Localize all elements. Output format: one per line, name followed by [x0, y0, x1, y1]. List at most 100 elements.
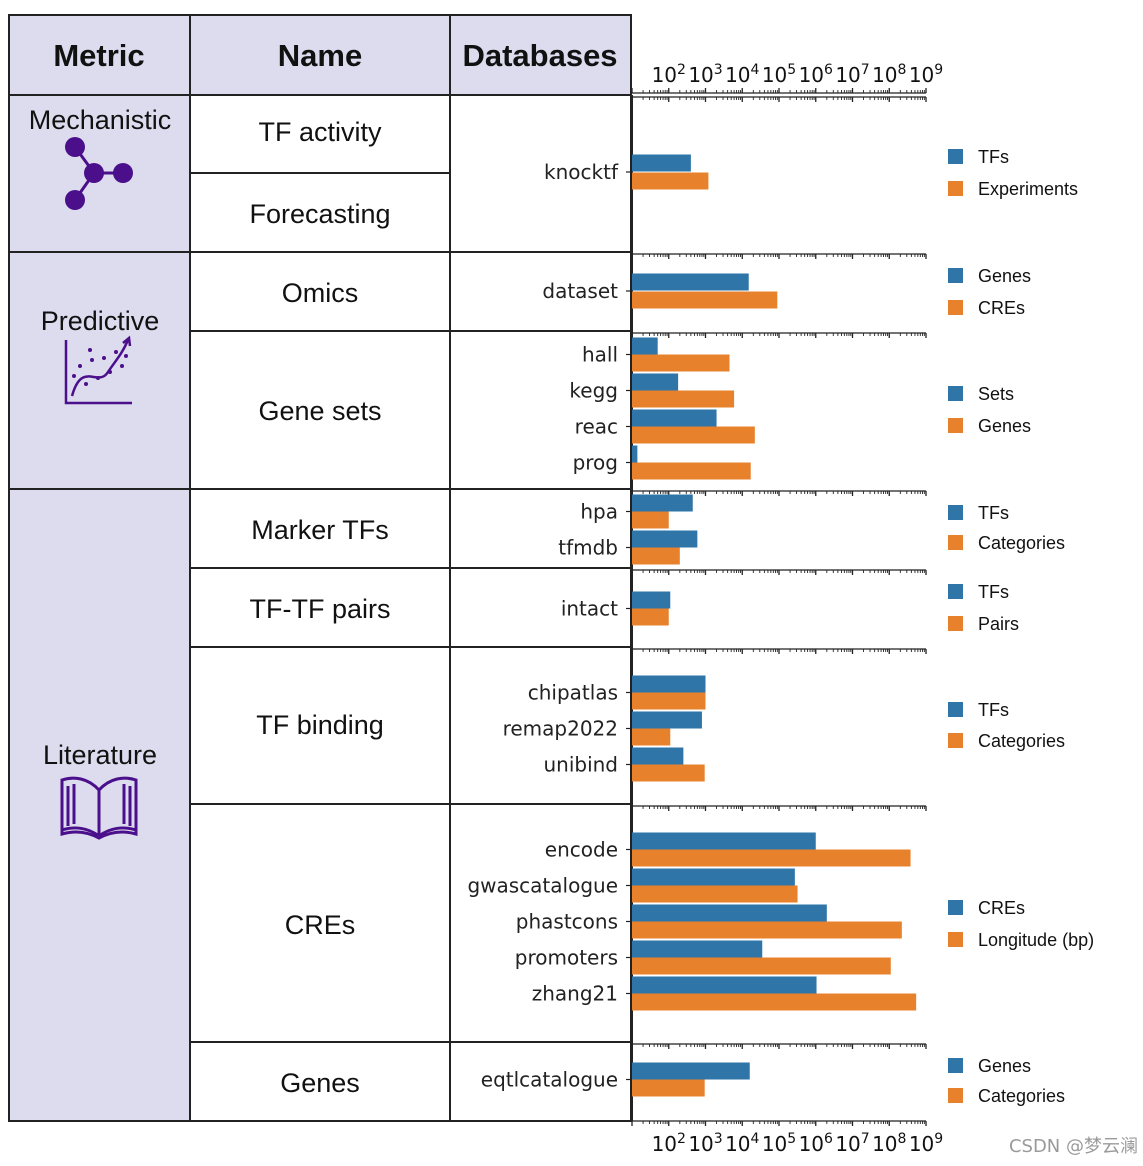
metric-literature: Literature	[43, 740, 157, 770]
panel-top-ticks	[631, 1043, 927, 1049]
legend-panel-8: Genes Categories	[948, 1056, 1065, 1106]
tick-label-1e6: 106	[799, 62, 833, 87]
tick-label-1e3: 103	[688, 62, 722, 87]
category-label-intact: intact	[561, 597, 618, 621]
bar-tfs-knocktf	[632, 154, 691, 172]
bar-cres-dataset	[632, 291, 778, 309]
legend-swatch	[948, 505, 963, 520]
bar-categories-eqtlcatalogue	[632, 1079, 705, 1097]
legend-swatch	[948, 386, 963, 401]
tick-exponent: 9	[934, 62, 943, 78]
metric-column-background	[9, 95, 190, 1121]
tick-exponent: 6	[824, 62, 833, 78]
legend-label: TFs	[978, 147, 1009, 167]
chart-panel-1: knocktf TFs Experiments	[544, 96, 1078, 199]
category-label-hpa: hpa	[580, 500, 618, 524]
category-label-chipatlas: chipatlas	[528, 681, 618, 705]
bar-longitude-bp--phastcons	[632, 921, 902, 939]
tick-exponent: 3	[714, 62, 723, 78]
legend-label: Sets	[978, 384, 1014, 404]
chart-panel-6: chipatlas remap2022 unibind TFs Categories	[503, 648, 1065, 782]
category-label-reac: reac	[575, 415, 618, 439]
category-label-phastcons: phastcons	[516, 910, 618, 934]
bar-experiments-knocktf	[632, 172, 709, 190]
tick-label-1e4: 104	[725, 1131, 759, 1156]
legend-label: CREs	[978, 898, 1025, 918]
bar-categories-hpa	[632, 511, 669, 529]
bar-genes-prog	[632, 462, 751, 480]
bar-genes-reac	[632, 426, 755, 444]
legend-swatch	[948, 932, 963, 947]
watermark: CSDN @梦云澜	[1009, 1136, 1138, 1157]
panel-top-ticks	[631, 490, 927, 496]
legend-label: CREs	[978, 298, 1025, 318]
bar-genes-eqtlcatalogue	[632, 1062, 750, 1080]
panel-top-ticks	[631, 805, 927, 811]
bar-cres-promoters	[632, 940, 763, 958]
bar-sets-reac	[632, 409, 717, 427]
tick-label-1e7: 107	[835, 62, 869, 87]
legend-label: Genes	[978, 416, 1031, 436]
bar-sets-hall	[632, 337, 658, 355]
legend-label: Pairs	[978, 614, 1019, 634]
category-label-eqtlcatalogue: eqtlcatalogue	[481, 1068, 618, 1092]
tick-label-1e5: 105	[762, 1131, 796, 1156]
panel-top-ticks	[631, 96, 927, 102]
bar-pairs-intact	[632, 608, 669, 626]
bar-tfs-hpa	[632, 494, 693, 512]
tick-label-1e8: 108	[872, 1131, 906, 1156]
panel-top-ticks	[631, 332, 927, 338]
category-label-zhang21: zhang21	[532, 982, 618, 1006]
bar-tfs-tfmdb	[632, 530, 698, 548]
legend-swatch	[948, 181, 963, 196]
chart-panel-2: dataset Genes CREs	[542, 253, 1031, 318]
category-label-encode: encode	[545, 838, 618, 862]
legend-swatch	[948, 584, 963, 599]
open-book-icon	[60, 776, 138, 840]
top-axis-ticks	[631, 88, 927, 94]
chart-panels: knocktf TFs Experiments dataset Genes CREs hal…	[467, 95, 1094, 1121]
tick-exponent: 4	[751, 62, 760, 78]
legend-label: TFs	[978, 503, 1009, 523]
legend-swatch	[948, 900, 963, 915]
header-metric: Metric	[53, 38, 144, 73]
tick-label-1e4: 104	[725, 62, 759, 87]
tick-label-1e7: 107	[835, 1131, 869, 1156]
legend-panel-7: CREs Longitude (bp)	[948, 898, 1094, 950]
bar-tfs-remap2022	[632, 711, 702, 729]
table-grid	[8, 14, 632, 1122]
bar-categories-tfmdb	[632, 547, 680, 565]
legend-panel-5: TFs Pairs	[948, 582, 1019, 634]
legend-label: TFs	[978, 700, 1009, 720]
legend-swatch	[948, 1088, 963, 1103]
panel-top-ticks	[631, 253, 927, 259]
bottom-axis-ticks	[631, 1120, 927, 1126]
name-tf-binding: TF binding	[256, 710, 384, 740]
tick-exponent: 2	[677, 1131, 686, 1147]
tick-exponent: 7	[861, 1131, 870, 1147]
header-background	[9, 15, 631, 95]
bar-categories-unibind	[632, 764, 705, 782]
x-axis-top: 102 103 104 105 106 107 108 109	[631, 62, 943, 94]
legend-label: Longitude (bp)	[978, 930, 1094, 950]
bar-cres-zhang21	[632, 976, 817, 994]
legend-swatch	[948, 418, 963, 433]
category-label-tfmdb: tfmdb	[558, 536, 618, 560]
category-label-kegg: kegg	[569, 379, 618, 403]
tick-exponent: 5	[787, 1131, 796, 1147]
legend-swatch	[948, 733, 963, 748]
category-label-hall: hall	[582, 343, 618, 367]
tick-label-1e3: 103	[688, 1131, 722, 1156]
bar-cres-encode	[632, 832, 816, 850]
tick-exponent: 9	[934, 1131, 943, 1147]
bar-tfs-chipatlas	[632, 675, 706, 693]
legend-label: Categories	[978, 1086, 1065, 1106]
chart-panel-5: intact TFs Pairs	[561, 569, 1019, 634]
category-label-remap2022: remap2022	[503, 717, 618, 741]
tick-exponent: 3	[714, 1131, 723, 1147]
legend-label: Genes	[978, 266, 1031, 286]
name-tf-tf-pairs: TF-TF pairs	[250, 594, 391, 624]
legend-panel-2: Genes CREs	[948, 266, 1031, 318]
bar-sets-kegg	[632, 373, 679, 391]
